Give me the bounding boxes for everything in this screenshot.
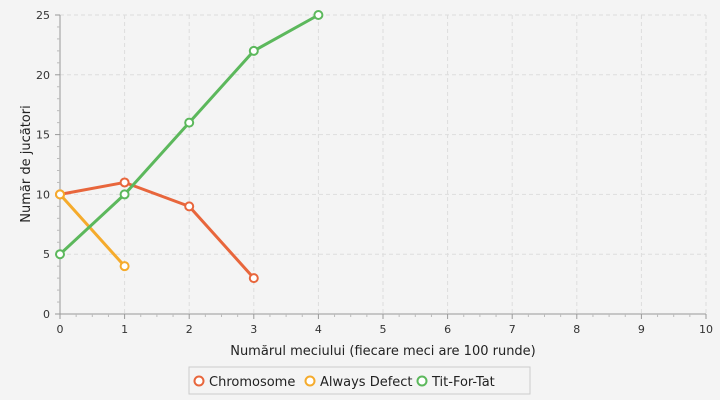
series-group	[55, 10, 324, 284]
data-point	[55, 249, 65, 260]
x-tick-label: 4	[315, 323, 322, 336]
x-tick-label: 9	[638, 323, 645, 336]
x-tick-label: 1	[121, 323, 128, 336]
series-line	[58, 180, 256, 280]
x-tick-label: 5	[380, 323, 387, 336]
y-tick-label: 0	[43, 308, 50, 321]
y-axis-title: Număr de jucători	[19, 105, 34, 222]
data-point	[119, 177, 130, 188]
data-point	[55, 189, 65, 200]
y-tick-label: 15	[36, 129, 50, 142]
legend-marker	[193, 375, 205, 387]
x-tick-label: 10	[699, 323, 713, 336]
y-tick-label: 5	[43, 248, 50, 261]
y-axis-ticks: 0 5 10 15 20 25	[36, 9, 60, 321]
data-point	[248, 273, 259, 284]
legend-marker	[416, 375, 428, 387]
data-point	[248, 45, 259, 56]
y-tick-label: 10	[36, 188, 50, 201]
legend-label: Always Defect	[320, 375, 413, 390]
x-tick-label: 3	[250, 323, 257, 336]
x-tick-label: 8	[573, 323, 580, 336]
data-point	[119, 261, 130, 272]
legend-box	[188, 366, 531, 395]
data-point	[313, 10, 324, 20]
x-tick-label: 7	[509, 323, 516, 336]
x-axis-title: Numărul meciului (fiecare meci are 100 r…	[230, 344, 536, 359]
series-line	[58, 192, 127, 268]
x-axis-ticks: 0 1 2 3 4 5 6 7 8 9 10	[57, 314, 713, 336]
x-tick-label: 2	[186, 323, 193, 336]
legend: Chromosome Always Defect Tit-For-Tat	[188, 366, 531, 395]
y-tick-label: 25	[36, 9, 50, 22]
x-tick-label: 6	[444, 323, 451, 336]
grid	[60, 14, 707, 314]
x-tick-label: 0	[57, 323, 64, 336]
y-tick-label: 20	[36, 69, 50, 82]
data-point	[184, 117, 195, 128]
legend-label: Tit-For-Tat	[431, 375, 495, 390]
data-point	[184, 201, 195, 212]
data-point	[119, 189, 130, 200]
legend-label: Chromosome	[209, 375, 295, 390]
legend-marker	[304, 375, 316, 387]
